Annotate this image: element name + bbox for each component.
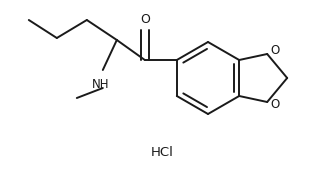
Text: NH: NH <box>92 78 110 91</box>
Text: O: O <box>270 98 279 112</box>
Text: O: O <box>140 13 150 26</box>
Text: HCl: HCl <box>151 145 173 158</box>
Text: O: O <box>270 44 279 57</box>
